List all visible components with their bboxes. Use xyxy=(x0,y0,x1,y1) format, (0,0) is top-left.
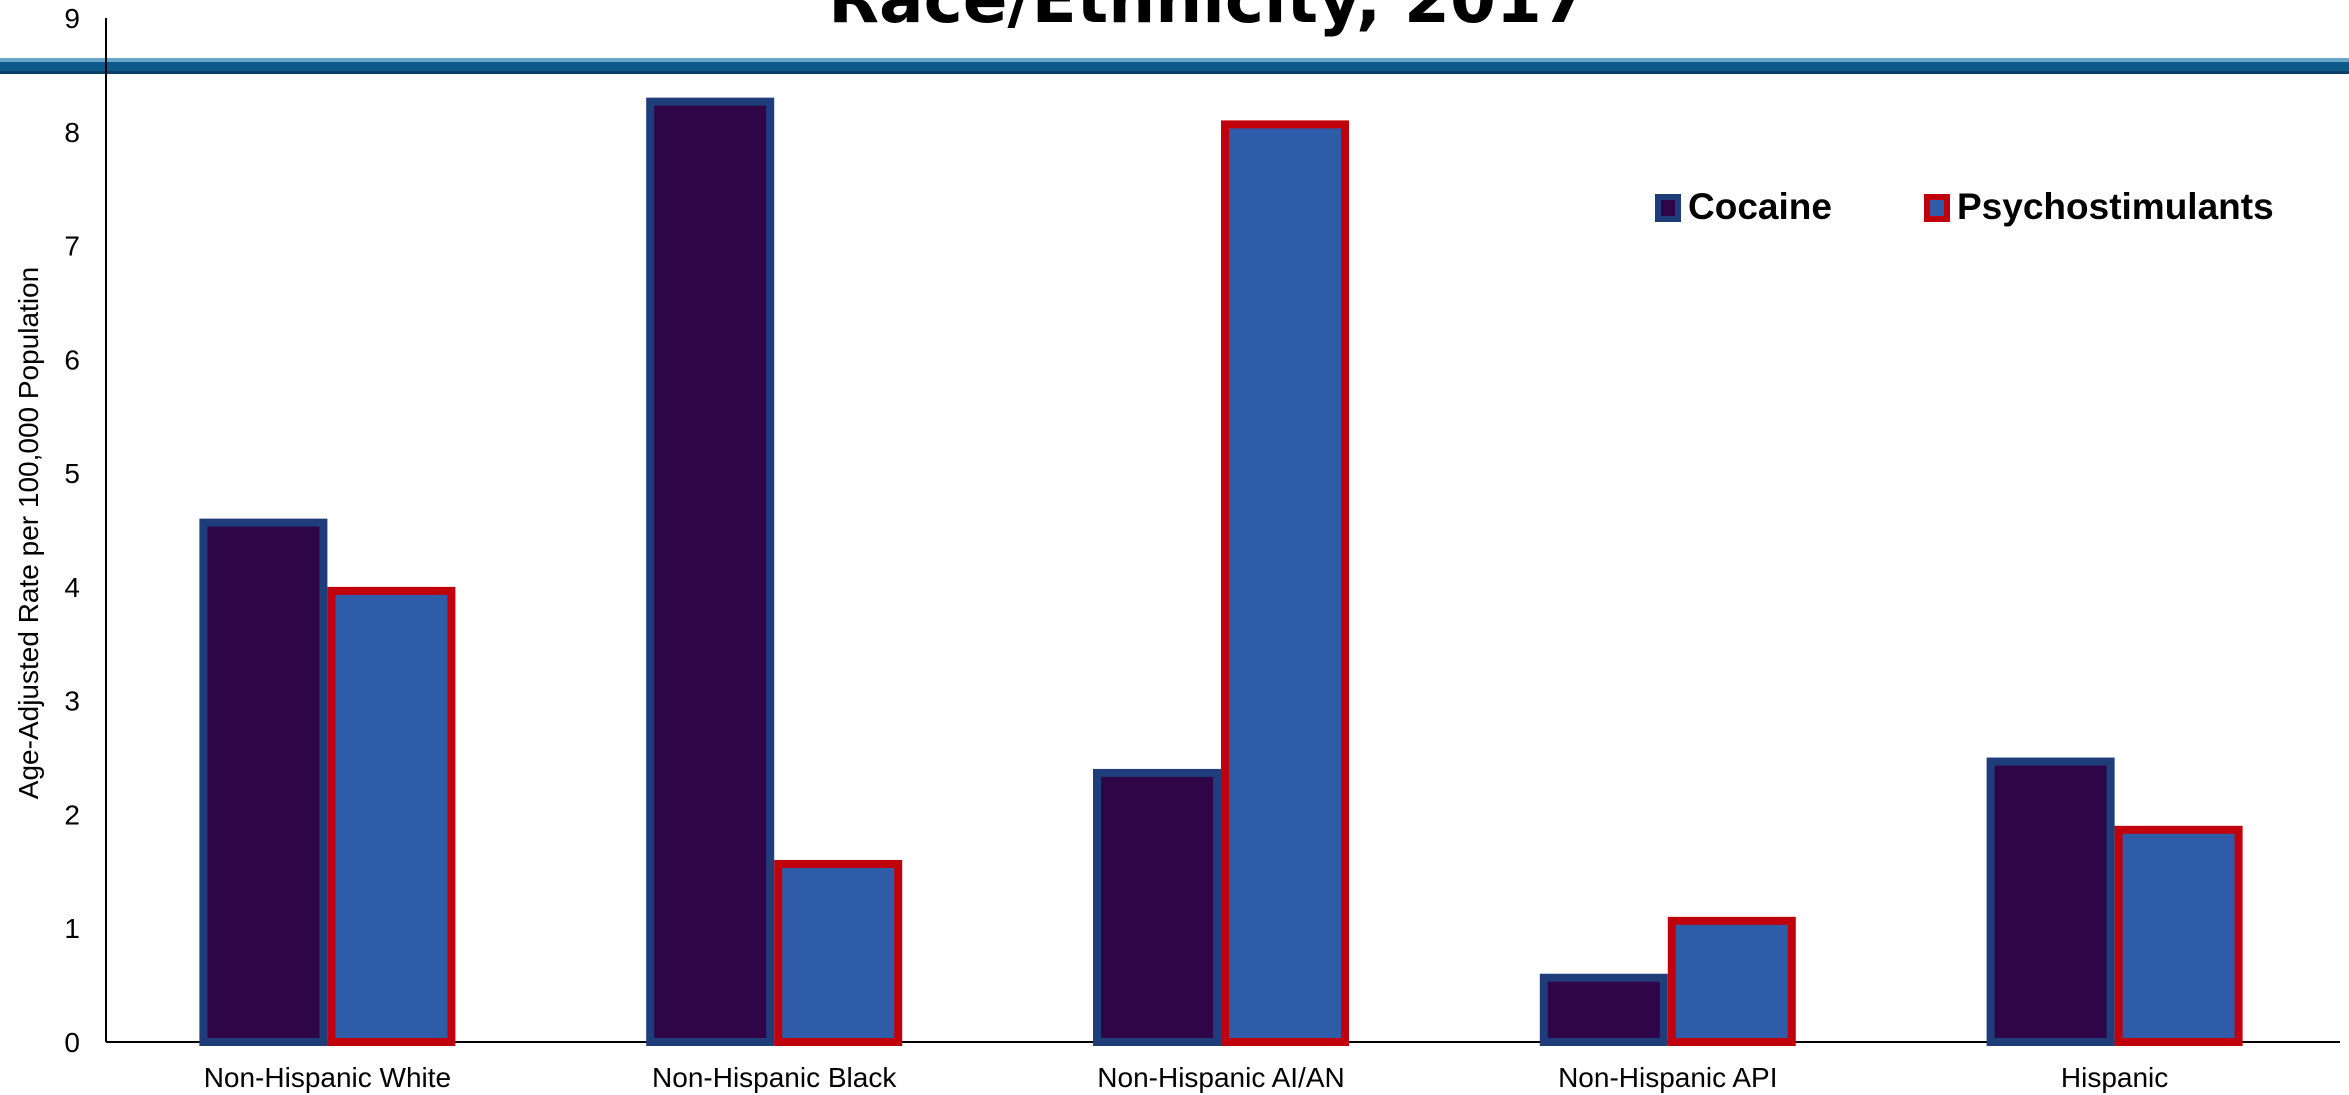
y-tick-label: 2 xyxy=(64,799,80,830)
header-band xyxy=(0,58,2349,74)
legend-swatch xyxy=(1655,194,1681,222)
category-label: Hispanic xyxy=(2061,1062,2168,1093)
bar-cocaine xyxy=(199,518,328,1046)
bar-psychostimulants xyxy=(1667,916,1796,1046)
y-tick-labels: 0 1 2 3 4 5 6 7 8 9 xyxy=(64,3,80,1058)
bar-cocaine xyxy=(1093,768,1221,1047)
y-tick-label: 9 xyxy=(64,3,80,34)
category-label: Non-Hispanic White xyxy=(204,1062,451,1093)
y-tick-label: 1 xyxy=(64,913,80,944)
chart-title: Race/Ethnicity, 2017 xyxy=(828,0,1588,38)
category-label: Non-Hispanic Black xyxy=(652,1062,897,1093)
bar-psychostimulants xyxy=(1221,120,1349,1046)
bar-cocaine xyxy=(646,97,775,1046)
legend-label: Cocaine xyxy=(1688,186,1832,227)
bar-cocaine xyxy=(1539,973,1668,1047)
legend-swatch xyxy=(1924,194,1950,222)
y-tick-label: 6 xyxy=(64,344,80,375)
category-label: Non-Hispanic API xyxy=(1558,1062,1777,1093)
y-axis-title: Age-Adjusted Rate per 100,000 Population xyxy=(13,267,44,799)
bars xyxy=(199,97,2243,1047)
bar-psychostimulants xyxy=(327,586,456,1047)
y-tick-label: 7 xyxy=(64,231,80,262)
category-labels: Non-Hispanic White Non-Hispanic Black Non-… xyxy=(204,1062,2169,1093)
y-tick-label: 4 xyxy=(64,572,80,603)
category-label: Non-Hispanic AI/AN xyxy=(1097,1062,1344,1093)
y-tick-label: 3 xyxy=(64,686,80,717)
bar-cocaine xyxy=(1986,757,2115,1046)
bar-psychostimulants xyxy=(2114,825,2243,1046)
legend: Cocaine Psychostimulants xyxy=(1655,186,2274,227)
legend-label: Psychostimulants xyxy=(1957,186,2274,227)
y-tick-label: 0 xyxy=(64,1027,80,1058)
y-tick-label: 8 xyxy=(64,117,80,148)
bar-psychostimulants xyxy=(774,859,903,1047)
y-tick-label: 5 xyxy=(64,458,80,489)
